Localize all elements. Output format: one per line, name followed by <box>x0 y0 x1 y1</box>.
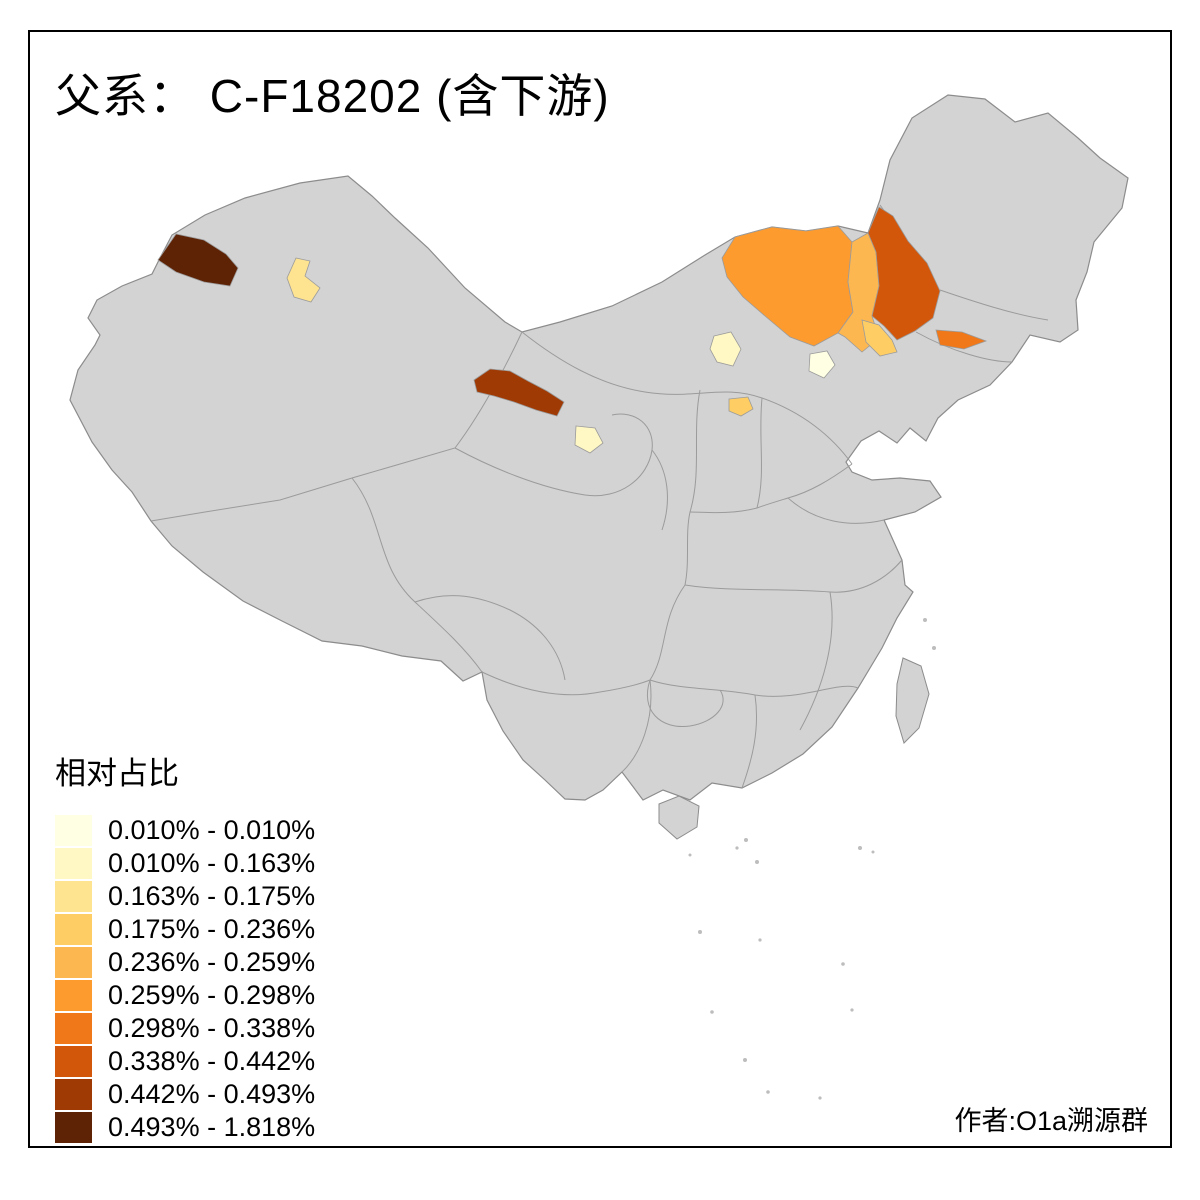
legend: 相对占比 0.010% - 0.010% 0.010% - 0.163% 0.1… <box>55 748 315 1145</box>
region-gansu-east <box>574 425 604 454</box>
legend-row: 0.163% - 0.175% <box>55 881 315 912</box>
legend-label: 0.338% - 0.442% <box>108 1046 316 1076</box>
legend-label: 0.493% - 1.818% <box>108 1112 316 1142</box>
south-china-sea-islands <box>688 618 936 1100</box>
legend-label: 0.298% - 0.338% <box>108 1013 316 1043</box>
legend-label: 0.175% - 0.236% <box>108 914 316 944</box>
legend-swatch <box>55 980 92 1011</box>
region-shanxi-central <box>728 396 754 417</box>
region-xinjiang-central <box>286 257 321 303</box>
legend-row: 0.442% - 0.493% <box>55 1079 315 1110</box>
legend-label: 0.010% - 0.163% <box>108 848 316 878</box>
legend-swatch <box>55 881 92 912</box>
legend-swatch <box>55 848 92 879</box>
region-inner-mongolia-east <box>867 206 941 341</box>
region-liaoning-west <box>935 329 988 350</box>
legend-label: 0.442% - 0.493% <box>108 1079 316 1109</box>
legend-title: 相对占比 <box>55 756 179 791</box>
legend-swatch <box>55 947 92 978</box>
legend-row: 0.298% - 0.338% <box>55 1013 315 1044</box>
legend-label: 0.236% - 0.259% <box>108 947 316 977</box>
region-xinjiang-northwest <box>157 233 239 287</box>
legend-swatch <box>55 1112 92 1143</box>
region-shanxi-north <box>709 331 742 367</box>
legend-swatch <box>55 914 92 945</box>
colored-regions <box>157 206 988 454</box>
region-beijing <box>808 350 836 379</box>
legend-swatch <box>55 1013 92 1044</box>
legend-label: 0.163% - 0.175% <box>108 881 316 911</box>
taiwan-island <box>895 657 930 744</box>
author-credit: 作者:O1a溯源群 <box>954 1106 1148 1136</box>
legend-row: 0.010% - 0.010% <box>55 815 315 846</box>
legend-label: 0.010% - 0.010% <box>108 815 316 845</box>
legend-row: 0.493% - 1.818% <box>55 1112 315 1143</box>
china-mainland-shape <box>69 94 1129 801</box>
legend-row: 0.010% - 0.163% <box>55 848 315 879</box>
legend-label: 0.259% - 0.298% <box>108 980 316 1010</box>
hainan-island <box>658 795 700 840</box>
region-gansu-corridor <box>473 368 565 417</box>
legend-row: 0.236% - 0.259% <box>55 947 315 978</box>
legend-row: 0.338% - 0.442% <box>55 1046 315 1077</box>
legend-swatch <box>55 1079 92 1110</box>
page-title: 父系： C-F18202 (含下游) <box>55 70 610 122</box>
legend-row: 0.259% - 0.298% <box>55 980 315 1011</box>
legend-swatch <box>55 815 92 846</box>
legend-row: 0.175% - 0.236% <box>55 914 315 945</box>
region-inner-mongolia-southeast <box>861 319 898 357</box>
legend-swatch <box>55 1046 92 1077</box>
